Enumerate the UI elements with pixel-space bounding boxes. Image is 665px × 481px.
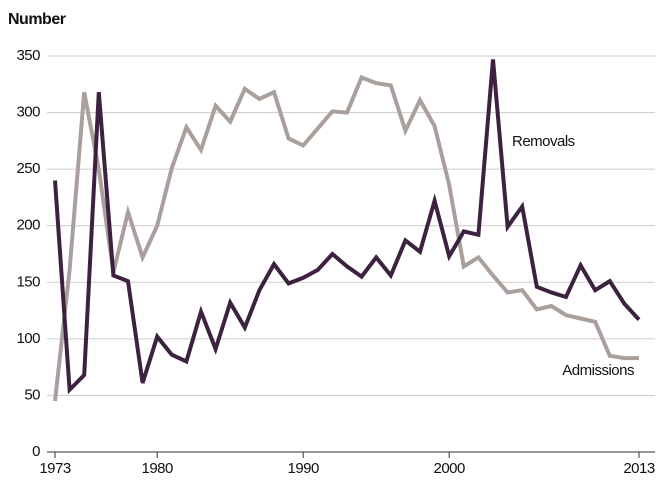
- y-tick-label: 250: [16, 160, 40, 177]
- y-axis-label: Number: [8, 11, 66, 28]
- x-tick-label: 1990: [288, 460, 320, 477]
- x-tick-label: 2013: [623, 460, 655, 477]
- line-series: [53, 59, 641, 395]
- series-label: Removals: [512, 133, 575, 150]
- line-series: [53, 74, 639, 402]
- x-tick-label: 1973: [39, 460, 71, 477]
- y-tick-label: 150: [16, 273, 40, 290]
- y-tick-label: 200: [16, 217, 40, 234]
- x-tick-label: 2000: [434, 460, 466, 477]
- y-tick-label: 50: [24, 386, 40, 403]
- y-tick-label: 0: [32, 443, 40, 460]
- y-tick-label: 300: [16, 104, 40, 121]
- y-tick-label: 350: [16, 47, 40, 64]
- x-tick-label: 1980: [142, 460, 174, 477]
- series-label: Admissions: [562, 362, 634, 379]
- y-tick-label: 100: [16, 330, 40, 347]
